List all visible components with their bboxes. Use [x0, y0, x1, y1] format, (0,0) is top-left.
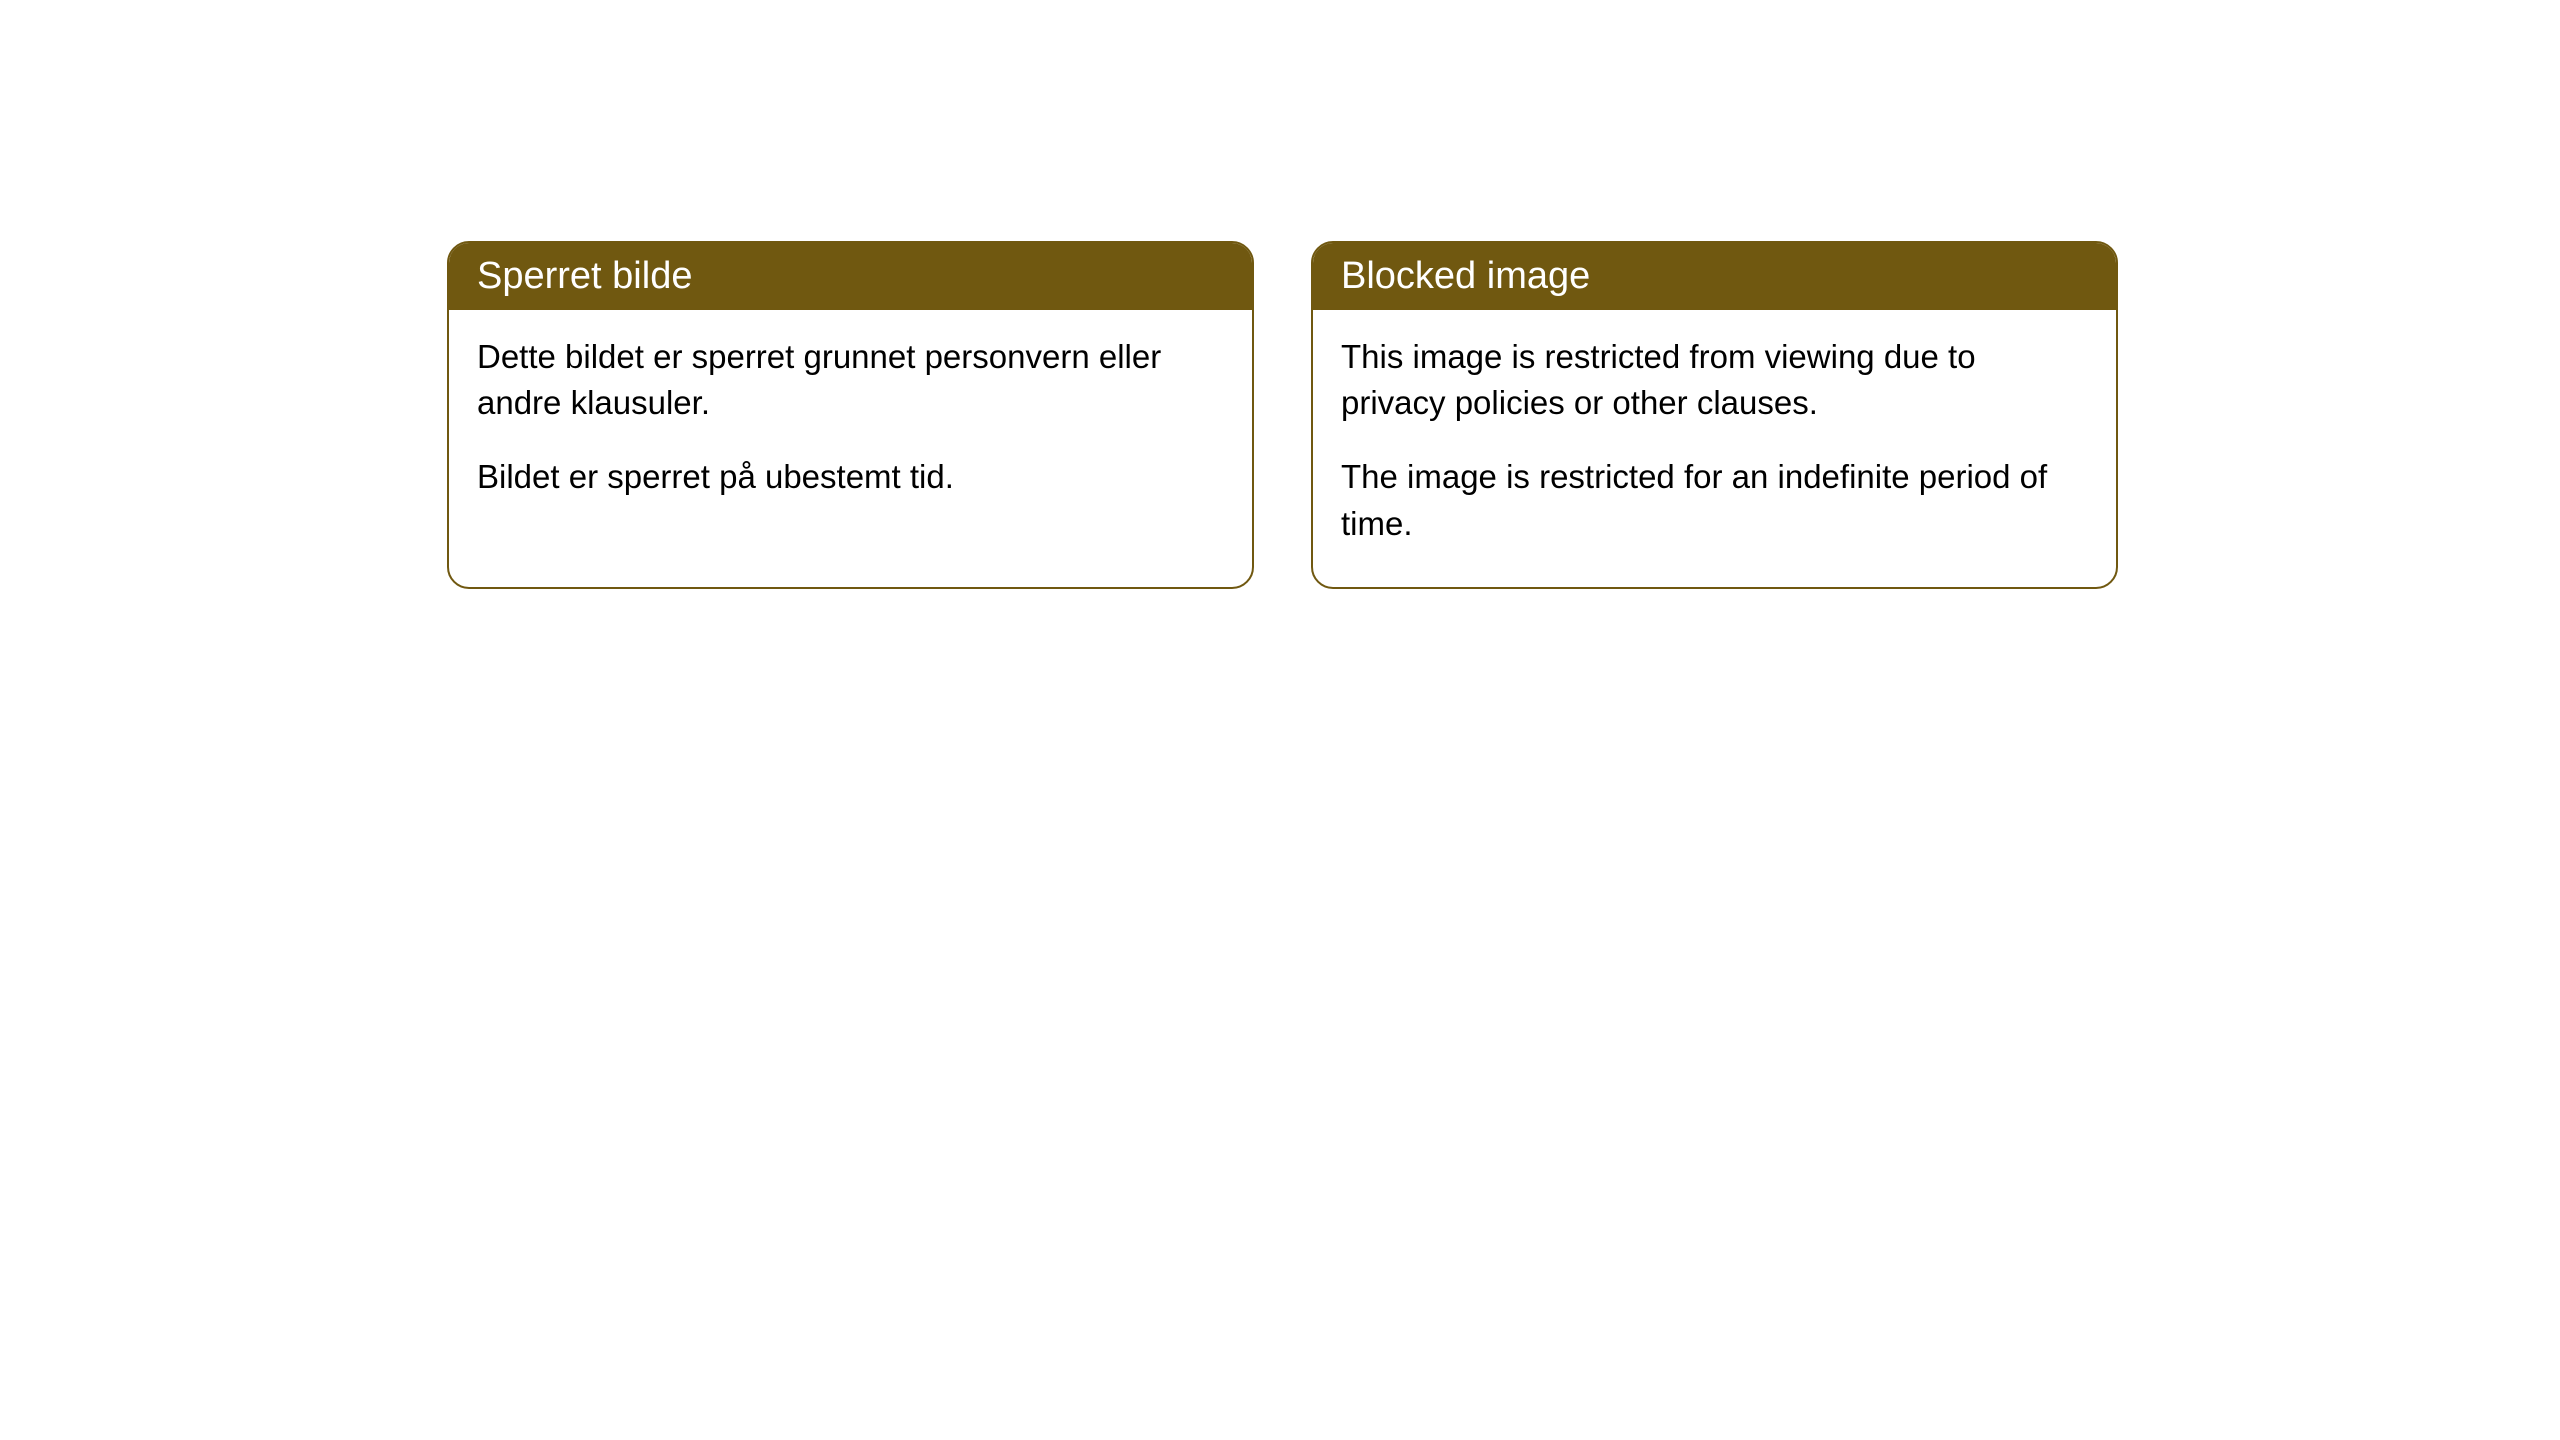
card-paragraph: The image is restricted for an indefinit…	[1341, 454, 2088, 546]
card-paragraph: Bildet er sperret på ubestemt tid.	[477, 454, 1224, 500]
card-body-norwegian: Dette bildet er sperret grunnet personve…	[449, 310, 1252, 541]
card-header-norwegian: Sperret bilde	[449, 243, 1252, 310]
card-norwegian: Sperret bilde Dette bildet er sperret gr…	[447, 241, 1254, 589]
card-english: Blocked image This image is restricted f…	[1311, 241, 2118, 589]
card-paragraph: Dette bildet er sperret grunnet personve…	[477, 334, 1224, 426]
card-body-english: This image is restricted from viewing du…	[1313, 310, 2116, 587]
card-header-english: Blocked image	[1313, 243, 2116, 310]
cards-container: Sperret bilde Dette bildet er sperret gr…	[0, 0, 2560, 589]
card-paragraph: This image is restricted from viewing du…	[1341, 334, 2088, 426]
